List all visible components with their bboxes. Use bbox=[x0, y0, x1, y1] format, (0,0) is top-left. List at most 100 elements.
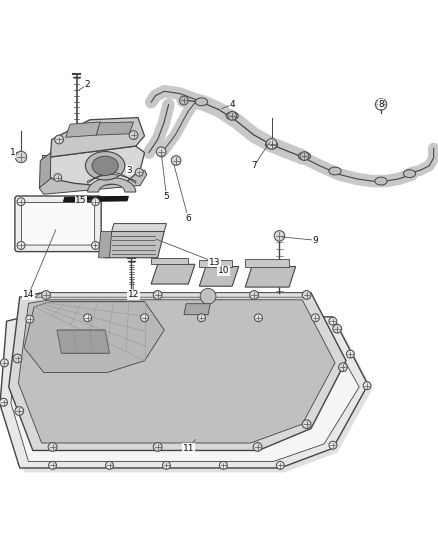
Polygon shape bbox=[88, 177, 136, 192]
Polygon shape bbox=[112, 223, 166, 231]
Circle shape bbox=[84, 314, 92, 322]
Polygon shape bbox=[151, 264, 195, 284]
Text: 1: 1 bbox=[10, 148, 16, 157]
Circle shape bbox=[274, 231, 285, 241]
Polygon shape bbox=[245, 266, 296, 287]
Text: 2: 2 bbox=[85, 80, 90, 89]
Text: 4: 4 bbox=[230, 100, 235, 109]
Circle shape bbox=[228, 111, 237, 120]
Polygon shape bbox=[4, 321, 372, 472]
Ellipse shape bbox=[329, 167, 341, 175]
Circle shape bbox=[302, 290, 311, 300]
Circle shape bbox=[253, 442, 262, 451]
Circle shape bbox=[300, 152, 309, 160]
Circle shape bbox=[162, 462, 170, 469]
Circle shape bbox=[42, 290, 50, 300]
Polygon shape bbox=[151, 258, 188, 264]
Circle shape bbox=[106, 462, 113, 469]
Ellipse shape bbox=[195, 98, 208, 106]
Circle shape bbox=[346, 350, 354, 358]
Circle shape bbox=[156, 147, 166, 157]
Text: 5: 5 bbox=[163, 192, 170, 201]
Circle shape bbox=[0, 359, 8, 367]
Circle shape bbox=[333, 324, 342, 333]
Text: 14: 14 bbox=[23, 290, 34, 300]
Circle shape bbox=[329, 441, 337, 449]
Circle shape bbox=[311, 314, 319, 322]
Circle shape bbox=[135, 168, 143, 176]
Circle shape bbox=[250, 290, 258, 300]
Polygon shape bbox=[35, 293, 311, 297]
Ellipse shape bbox=[226, 112, 238, 120]
Text: 11: 11 bbox=[183, 444, 194, 453]
Circle shape bbox=[153, 290, 162, 300]
Polygon shape bbox=[245, 260, 289, 266]
Circle shape bbox=[54, 174, 62, 182]
Circle shape bbox=[198, 314, 205, 322]
Polygon shape bbox=[11, 324, 359, 462]
Polygon shape bbox=[43, 146, 145, 185]
Ellipse shape bbox=[92, 156, 118, 175]
Circle shape bbox=[15, 407, 24, 415]
Circle shape bbox=[13, 354, 22, 363]
Circle shape bbox=[92, 241, 99, 249]
Polygon shape bbox=[99, 231, 112, 258]
Polygon shape bbox=[66, 122, 101, 138]
Polygon shape bbox=[184, 304, 210, 314]
Circle shape bbox=[302, 420, 311, 429]
Polygon shape bbox=[64, 197, 128, 201]
Polygon shape bbox=[199, 266, 239, 286]
Polygon shape bbox=[50, 118, 145, 157]
Ellipse shape bbox=[298, 152, 311, 160]
Circle shape bbox=[254, 314, 262, 322]
Circle shape bbox=[0, 398, 7, 406]
Circle shape bbox=[268, 140, 277, 149]
Circle shape bbox=[219, 462, 227, 469]
Ellipse shape bbox=[265, 141, 278, 149]
Polygon shape bbox=[42, 155, 53, 174]
Text: 7: 7 bbox=[251, 161, 257, 170]
Circle shape bbox=[339, 363, 347, 372]
Circle shape bbox=[49, 462, 57, 469]
Polygon shape bbox=[105, 231, 164, 258]
Circle shape bbox=[141, 314, 148, 322]
Circle shape bbox=[200, 288, 216, 304]
Text: 15: 15 bbox=[75, 196, 87, 205]
Circle shape bbox=[26, 315, 34, 323]
Ellipse shape bbox=[85, 151, 125, 180]
FancyBboxPatch shape bbox=[15, 196, 101, 252]
Ellipse shape bbox=[403, 169, 416, 177]
Circle shape bbox=[180, 96, 188, 105]
Text: 10: 10 bbox=[218, 266, 229, 276]
Circle shape bbox=[129, 131, 138, 140]
Circle shape bbox=[48, 442, 57, 451]
Circle shape bbox=[375, 99, 387, 110]
Text: 6: 6 bbox=[185, 214, 191, 223]
Polygon shape bbox=[199, 260, 232, 266]
Polygon shape bbox=[39, 170, 147, 194]
Circle shape bbox=[329, 317, 337, 325]
Circle shape bbox=[17, 241, 25, 249]
Text: 8: 8 bbox=[378, 100, 384, 109]
Polygon shape bbox=[88, 172, 136, 183]
Circle shape bbox=[15, 151, 27, 163]
Polygon shape bbox=[39, 152, 51, 188]
Circle shape bbox=[153, 442, 162, 451]
Text: 12: 12 bbox=[128, 290, 139, 300]
Ellipse shape bbox=[375, 177, 387, 185]
Circle shape bbox=[55, 135, 64, 144]
Circle shape bbox=[266, 139, 277, 149]
Polygon shape bbox=[0, 317, 368, 468]
Polygon shape bbox=[96, 122, 134, 135]
Polygon shape bbox=[18, 300, 335, 443]
Polygon shape bbox=[24, 302, 164, 373]
Text: 13: 13 bbox=[209, 257, 220, 266]
Circle shape bbox=[276, 462, 284, 469]
Circle shape bbox=[171, 156, 181, 165]
Polygon shape bbox=[57, 330, 110, 353]
Text: 3: 3 bbox=[126, 166, 132, 175]
Circle shape bbox=[92, 198, 99, 206]
Polygon shape bbox=[9, 293, 346, 450]
Circle shape bbox=[363, 382, 371, 390]
FancyBboxPatch shape bbox=[21, 203, 95, 245]
